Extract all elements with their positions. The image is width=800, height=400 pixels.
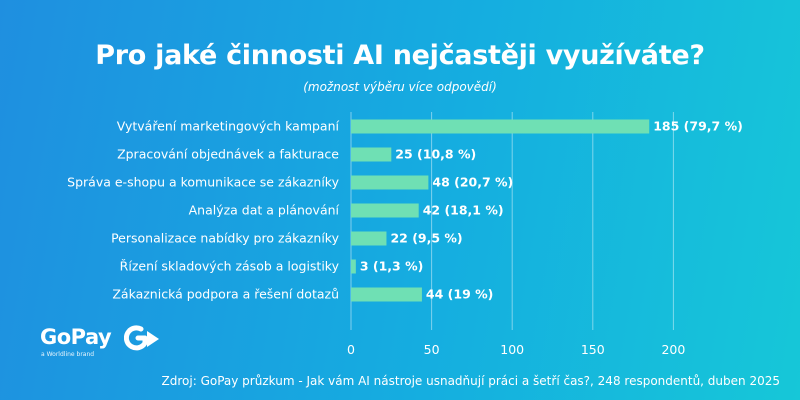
x-tick-label: 150 — [581, 342, 605, 357]
gopay-logo: GoPay a Worldline brand — [40, 325, 170, 365]
category-label: Zákaznická podpora a řešení dotazů — [112, 287, 339, 302]
bar — [351, 259, 356, 274]
category-label: Personalizace nabídky pro zákazníky — [111, 231, 340, 246]
data-label: 25 (10,8 %) — [395, 147, 476, 162]
gopay-g-arrow-icon — [124, 325, 159, 351]
source-note: Zdroj: GoPay průzkum - Jak vám AI nástro… — [161, 374, 780, 388]
bar — [351, 119, 650, 134]
category-label: Zpracování objednávek a fakturace — [117, 147, 339, 162]
x-tick-label: 0 — [347, 342, 355, 357]
chart-subtitle: (možnost výběru více odpovědí) — [303, 80, 497, 94]
category-label: Správa e-shopu a komunikace se zákazníky — [67, 175, 339, 190]
bar — [351, 175, 429, 190]
data-label: 42 (18,1 %) — [423, 203, 504, 218]
data-label: 185 (79,7 %) — [653, 119, 743, 134]
bar — [351, 231, 387, 246]
bar — [351, 203, 419, 218]
bar — [351, 147, 392, 162]
data-label: 48 (20,7 %) — [432, 175, 513, 190]
data-label: 44 (19 %) — [426, 287, 493, 302]
bar — [351, 287, 422, 302]
chart-title: Pro jaké činnosti AI nejčastěji využívát… — [95, 40, 705, 71]
data-label: 22 (9,5 %) — [390, 231, 462, 246]
category-label: Vytváření marketingových kampaní — [117, 119, 340, 134]
x-tick-label: 50 — [424, 342, 440, 357]
x-tick-label: 200 — [661, 342, 685, 357]
category-label: Řízení skladových zásob a logistiky — [120, 259, 340, 274]
category-label: Analýza dat a plánování — [189, 203, 340, 218]
brand-tagline: a Worldline brand — [41, 351, 95, 358]
brand-name: GoPay — [40, 325, 112, 349]
x-tick-label: 100 — [500, 342, 524, 357]
data-label: 3 (1,3 %) — [360, 259, 424, 274]
